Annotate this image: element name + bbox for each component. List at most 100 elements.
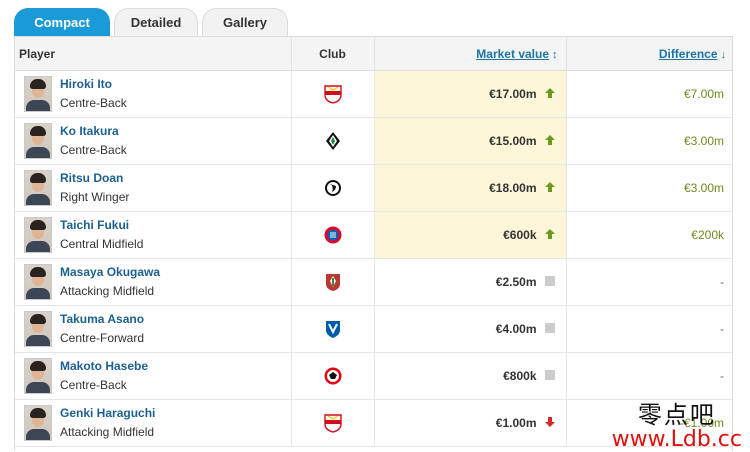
market-value-cell: €2.50m xyxy=(374,258,567,306)
club-cell xyxy=(291,305,375,353)
table-row: Hiroki Ito Centre-Back €17.00m €7.00m xyxy=(15,70,732,118)
difference-value: €3.00m xyxy=(566,164,732,212)
player-cell: Ritsu Doan Right Winger xyxy=(15,164,292,212)
player-photo-avatar[interactable] xyxy=(24,217,52,253)
player-position: Centre-Back xyxy=(60,378,127,392)
vfb-stuttgart-crest-icon[interactable] xyxy=(323,414,342,433)
difference-value: -€1.00m xyxy=(566,399,732,447)
market-value: €2.50m xyxy=(495,275,537,289)
player-position: Centre-Back xyxy=(60,96,127,110)
difference-value: - xyxy=(566,258,732,306)
trend-up-arrow-icon xyxy=(537,228,556,243)
table-row: Makoto Hasebe Centre-Back €800k - xyxy=(15,352,732,400)
market-value-cell: €17.00m xyxy=(374,70,567,118)
tab-compact[interactable]: Compact xyxy=(14,8,110,36)
market-value-cell: €800k xyxy=(374,352,567,400)
tab-gallery[interactable]: Gallery xyxy=(202,8,288,36)
player-name-link[interactable]: Makoto Hasebe xyxy=(60,359,149,373)
difference-sort-link[interactable]: Difference xyxy=(658,46,718,61)
player-position: Centre-Forward xyxy=(60,331,145,345)
eintracht-frankfurt-crest-icon[interactable] xyxy=(324,367,342,385)
club-cell xyxy=(291,352,375,400)
club-cell xyxy=(291,399,375,447)
market-value-cell: €600k xyxy=(374,211,567,259)
column-header-difference[interactable]: Difference ↓ xyxy=(566,37,732,71)
watermark-chinese-text: 零点吧 xyxy=(637,401,716,429)
column-header-club: Club xyxy=(291,37,375,71)
player-name-link[interactable]: Genki Haraguchi xyxy=(60,406,156,420)
player-position: Centre-Back xyxy=(60,143,127,157)
table-row: Genki Haraguchi Attacking Midfield €1.00m -… xyxy=(15,399,732,447)
market-value-cell: €15.00m xyxy=(374,117,567,165)
trend-up-arrow-icon xyxy=(537,181,556,196)
club-cell xyxy=(291,258,375,306)
gladbach-crest-icon[interactable] xyxy=(324,132,342,150)
trend-down-arrow-icon xyxy=(537,416,556,431)
difference-value: - xyxy=(566,305,732,353)
market-value: €800k xyxy=(503,369,537,383)
market-value-sort-link[interactable]: Market value xyxy=(476,46,549,61)
table-header-row: Player Club Market value ↕ Difference ↓ xyxy=(15,37,732,71)
players-table-container: Player Club Market value ↕ Difference ↓ Hi… xyxy=(14,36,733,451)
trend-unchanged-icon xyxy=(537,322,556,337)
player-name-link[interactable]: Ritsu Doan xyxy=(60,171,124,185)
market-value: €17.00m xyxy=(489,87,537,101)
market-value-cell: €18.00m xyxy=(374,164,567,212)
player-photo-avatar[interactable] xyxy=(24,358,52,394)
market-value: €18.00m xyxy=(489,181,537,195)
player-photo-avatar[interactable] xyxy=(24,264,52,300)
player-name-link[interactable]: Taichi Fukui xyxy=(60,218,130,232)
player-cell: Taichi Fukui Central Midfield xyxy=(15,211,292,259)
player-position: Central Midfield xyxy=(60,237,144,251)
player-position: Attacking Midfield xyxy=(60,425,155,439)
player-cell: Ko Itakura Centre-Back xyxy=(15,117,292,165)
trend-up-arrow-icon xyxy=(537,134,556,149)
fc-augsburg-crest-icon[interactable] xyxy=(324,274,342,291)
table-row: Ritsu Doan Right Winger €18.00m €3.00m xyxy=(15,164,732,212)
player-position: Right Winger xyxy=(60,190,130,204)
player-cell: Takuma Asano Centre-Forward xyxy=(15,305,292,353)
sort-both-icon[interactable]: ↕ xyxy=(552,48,558,61)
club-cell xyxy=(291,70,375,118)
market-value: €1.00m xyxy=(495,416,537,430)
player-name-link[interactable]: Ko Itakura xyxy=(60,124,119,138)
player-photo-avatar[interactable] xyxy=(24,170,52,206)
watermark: 零点吧 www.Ldb.cc xyxy=(612,403,742,451)
player-photo-avatar[interactable] xyxy=(24,123,52,159)
column-header-player: Player xyxy=(15,37,292,71)
player-name-link[interactable]: Takuma Asano xyxy=(60,312,145,326)
sc-freiburg-crest-icon[interactable] xyxy=(324,180,342,196)
club-cell xyxy=(291,164,375,212)
players-table: Player Club Market value ↕ Difference ↓ Hi… xyxy=(15,37,732,447)
watermark-url: www.Ldb.cc xyxy=(611,427,742,452)
table-row: Masaya Okugawa Attacking Midfield €2.50m - xyxy=(15,258,732,306)
market-value-cell: €4.00m xyxy=(374,305,567,353)
player-photo-avatar[interactable] xyxy=(24,311,52,347)
vfl-bochum-crest-icon[interactable] xyxy=(324,321,342,338)
club-cell xyxy=(291,211,375,259)
player-cell: Genki Haraguchi Attacking Midfield xyxy=(15,399,292,447)
difference-value: €7.00m xyxy=(566,70,732,118)
column-header-market-value[interactable]: Market value ↕ xyxy=(374,37,567,71)
bayern-munich-crest-icon[interactable] xyxy=(324,226,342,244)
view-tabs: Compact Detailed Gallery xyxy=(14,8,288,36)
trend-up-arrow-icon xyxy=(537,87,556,102)
vfb-stuttgart-crest-icon[interactable] xyxy=(323,85,342,104)
player-photo-avatar[interactable] xyxy=(24,76,52,112)
table-row: Taichi Fukui Central Midfield €600k €200k xyxy=(15,211,732,259)
club-cell xyxy=(291,117,375,165)
player-name-link[interactable]: Masaya Okugawa xyxy=(60,265,161,279)
difference-value: €200k xyxy=(566,211,732,259)
tab-detailed[interactable]: Detailed xyxy=(114,8,198,36)
sort-down-icon[interactable]: ↓ xyxy=(720,48,727,61)
market-value: €600k xyxy=(503,228,537,242)
player-name-link[interactable]: Hiroki Ito xyxy=(60,77,113,91)
player-cell: Hiroki Ito Centre-Back xyxy=(15,70,292,118)
trend-unchanged-icon xyxy=(537,369,556,384)
market-value: €15.00m xyxy=(489,134,537,148)
market-value-cell: €1.00m xyxy=(374,399,567,447)
trend-unchanged-icon xyxy=(537,275,556,290)
table-row: Ko Itakura Centre-Back €15.00m €3.00m xyxy=(15,117,732,165)
player-photo-avatar[interactable] xyxy=(24,405,52,441)
difference-value: - xyxy=(566,352,732,400)
